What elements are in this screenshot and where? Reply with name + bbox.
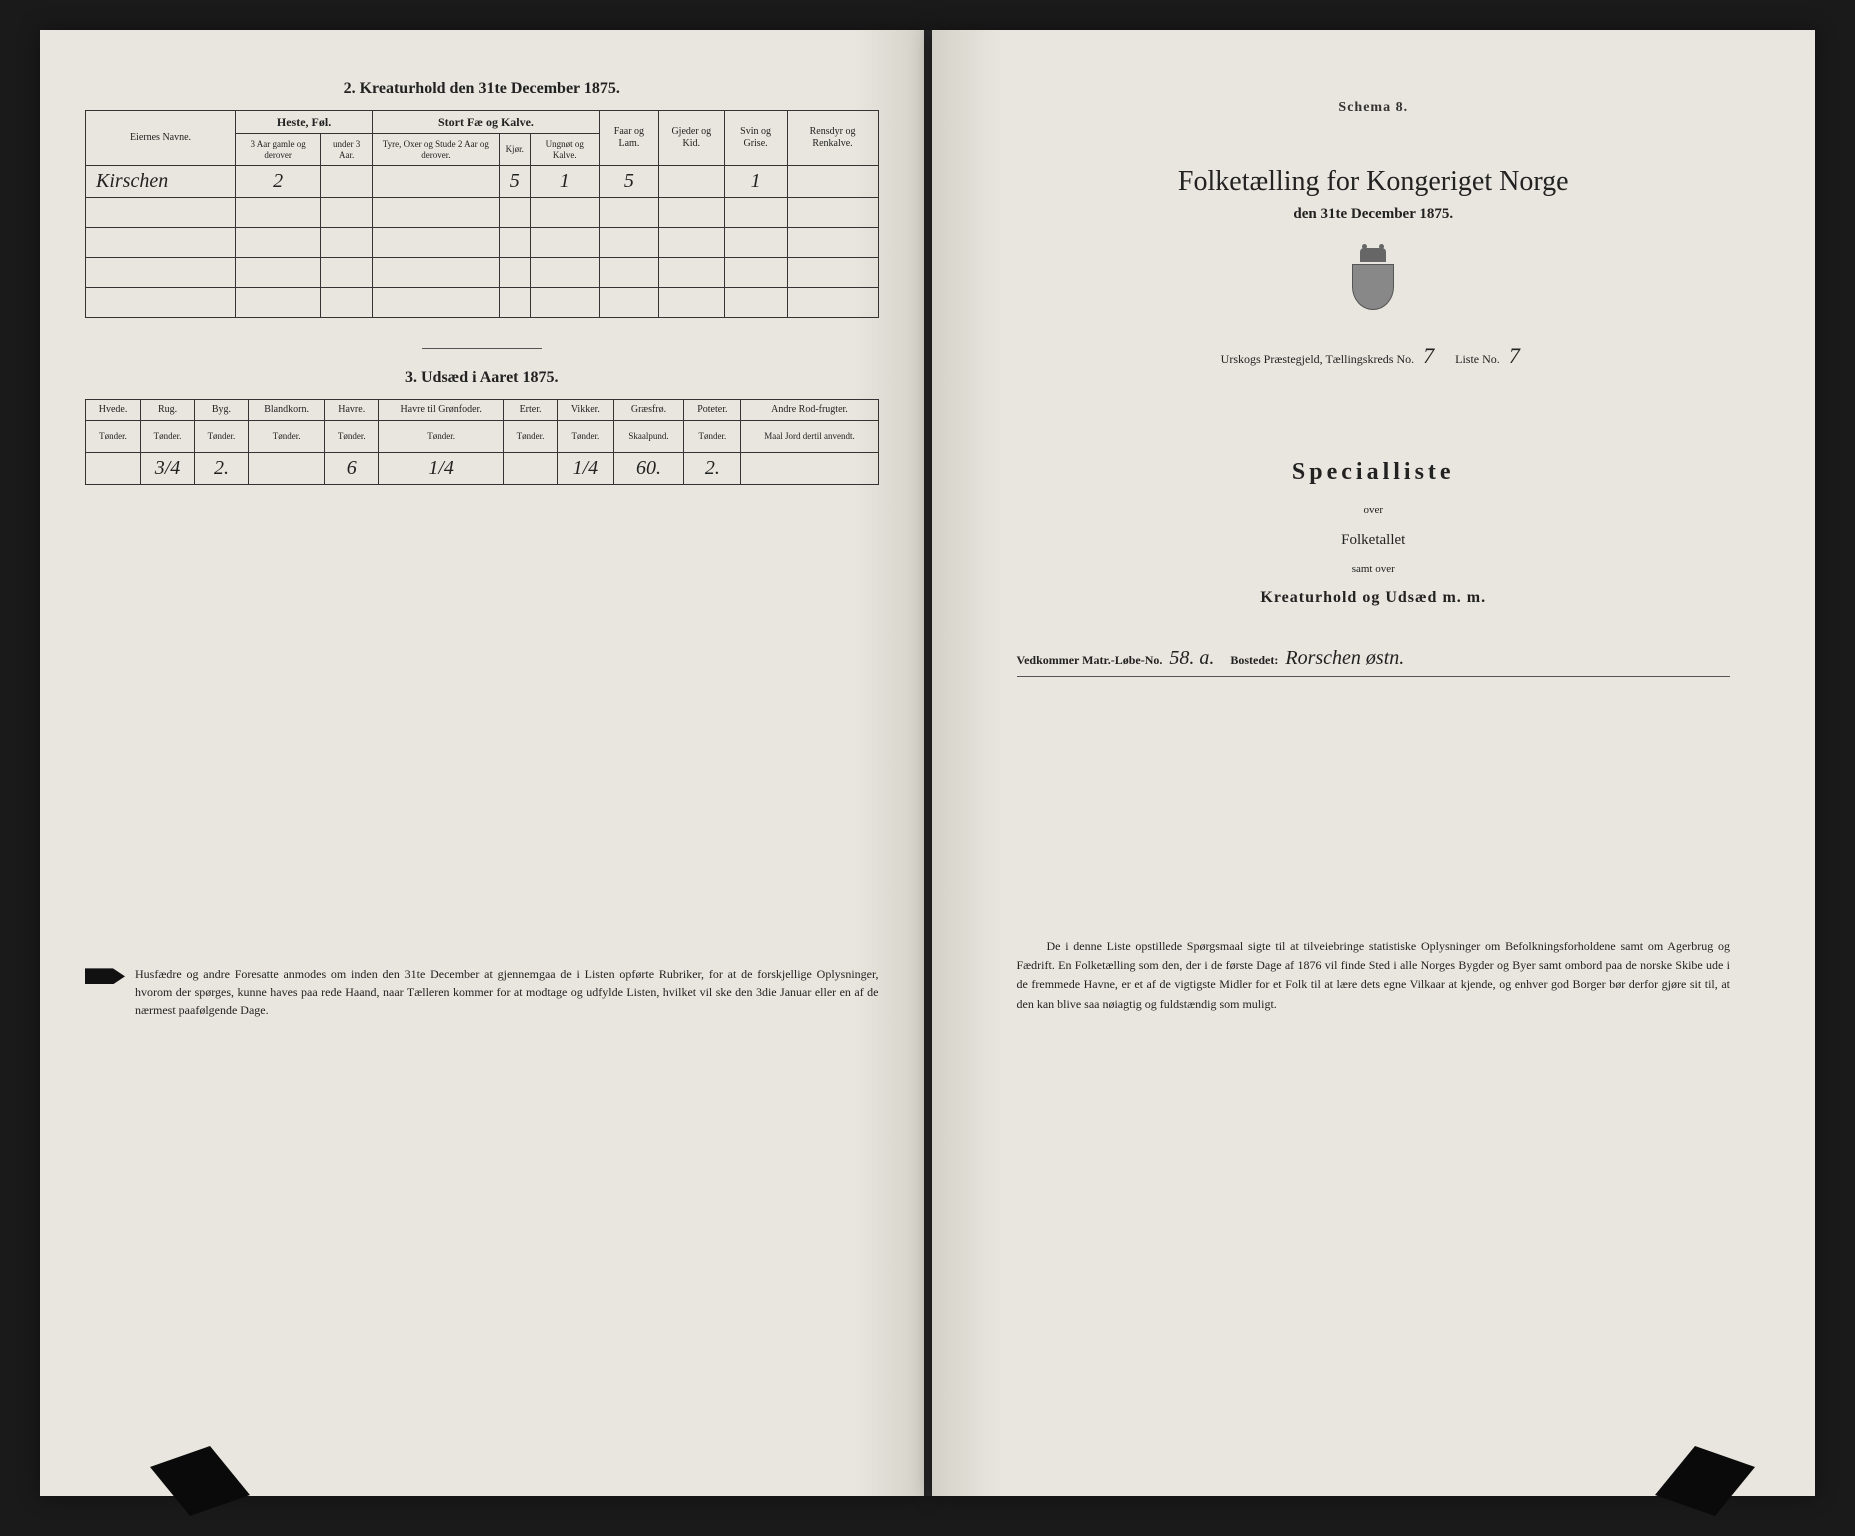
specialliste-title: Specialliste (977, 459, 1771, 486)
th-unit: Tønder. (558, 421, 614, 453)
kreds-no: 7 (1423, 343, 1434, 368)
bostedet-val: Rorschen østn. (1285, 647, 1404, 669)
th-stort2: Kjør. (499, 134, 530, 166)
cell-poteter: 2. (684, 453, 741, 485)
th-rensdyr: Rensdyr og Renkalve. (787, 111, 878, 166)
th-unit: Maal Jord dertil anvendt. (741, 421, 878, 453)
section2-title: 2. Kreaturhold den 31te December 1875. (85, 80, 879, 98)
th-blandkorn: Blandkorn. (248, 400, 324, 421)
cell-erter (504, 453, 558, 485)
table-row (86, 228, 879, 258)
instruction-text: Husfædre og andre Foresatte anmodes om i… (135, 965, 879, 1019)
th-unit: Skaalpund. (613, 421, 683, 453)
table-row (86, 198, 879, 228)
pointer-icon (85, 968, 125, 984)
th-andre: Andre Rod-frugter. (741, 400, 878, 421)
cell-hvede (86, 453, 141, 485)
th-unit: Tønder. (325, 421, 379, 453)
over-label: over (977, 504, 1771, 516)
th-poteter: Poteter. (684, 400, 741, 421)
cell-havretil: 1/4 (379, 453, 504, 485)
th-unit: Tønder. (141, 421, 195, 453)
th-unit: Tønder. (684, 421, 741, 453)
th-heste2: under 3 Aar. (321, 134, 373, 166)
th-stort1: Tyre, Oxer og Stude 2 Aar og derover. (373, 134, 499, 166)
udsaed-table: Hvede. Rug. Byg. Blandkorn. Havre. Havre… (85, 399, 879, 485)
cell-svin: 1 (724, 166, 787, 198)
divider (422, 348, 542, 349)
cell-andre (741, 453, 878, 485)
cell-stort3: 1 (530, 166, 599, 198)
cell-faar: 5 (599, 166, 658, 198)
th-rug: Rug. (141, 400, 195, 421)
kreds-label: Tællingskreds No. (1325, 352, 1414, 366)
right-page: Schema 8. Folketælling for Kongeriget No… (932, 30, 1816, 1496)
kreaturhold-table: Eiernes Navne. Heste, Føl. Stort Fæ og K… (85, 110, 879, 318)
kreatur-label: Kreaturhold og Udsæd m. m. (977, 589, 1771, 607)
main-title: Folketælling for Kongeriget Norge (977, 166, 1771, 198)
cell-heste2 (321, 166, 373, 198)
bostedet-label: Bostedet: (1230, 653, 1278, 667)
th-byg: Byg. (194, 400, 248, 421)
th-heste1: 3 Aar gamle og derover (236, 134, 321, 166)
th-vikker: Vikker. (558, 400, 614, 421)
th-havretil: Havre til Grønfoder. (379, 400, 504, 421)
parish-label: Urskogs Præstegjeld, (1221, 352, 1323, 366)
cell-rensdyr (787, 166, 878, 198)
th-faar: Faar og Lam. (599, 111, 658, 166)
th-svin: Svin og Grise. (724, 111, 787, 166)
liste-no: 7 (1509, 343, 1520, 368)
th-stort3: Ungnøt og Kalve. (530, 134, 599, 166)
samt-label: samt over (977, 563, 1771, 575)
vedkommer-line: Vedkommer Matr.-Løbe-No. 58. a. Bostedet… (1017, 647, 1731, 677)
sub-title: den 31te December 1875. (977, 206, 1771, 223)
table-row (86, 258, 879, 288)
book-spread: 2. Kreaturhold den 31te December 1875. E… (40, 30, 1815, 1496)
section3-title: 3. Udsæd i Aaret 1875. (85, 369, 879, 387)
liste-label: Liste No. (1455, 352, 1500, 366)
th-heste: Heste, Føl. (236, 111, 373, 134)
cell-stort2: 5 (499, 166, 530, 198)
left-page: 2. Kreaturhold den 31te December 1875. E… (40, 30, 924, 1496)
cell-graesfro: 60. (613, 453, 683, 485)
th-hvede: Hvede. (86, 400, 141, 421)
table-row: Kirschen 2 5 1 5 1 (86, 166, 879, 198)
parish-line: Urskogs Præstegjeld, Tællingskreds No. 7… (977, 343, 1771, 369)
vedkommer-label: Vedkommer Matr.-Løbe-No. (1017, 653, 1163, 667)
instruction-block: Husfædre og andre Foresatte anmodes om i… (85, 965, 879, 1019)
cell-byg: 2. (194, 453, 248, 485)
matr-no: 58. a. (1169, 647, 1214, 669)
top-border (40, 0, 600, 28)
th-unit: Tønder. (379, 421, 504, 453)
cell-stort1 (373, 166, 499, 198)
th-erter: Erter. (504, 400, 558, 421)
schema-label: Schema 8. (977, 100, 1771, 116)
th-gjeder: Gjeder og Kid. (659, 111, 724, 166)
th-graesfro: Græsfrø. (613, 400, 683, 421)
th-unit: Tønder. (194, 421, 248, 453)
th-unit: Tønder. (86, 421, 141, 453)
table-row: 3/4 2. 6 1/4 1/4 60. 2. (86, 453, 879, 485)
th-havre: Havre. (325, 400, 379, 421)
cell-blandkorn (248, 453, 324, 485)
th-names: Eiernes Navne. (86, 111, 236, 166)
th-unit: Tønder. (504, 421, 558, 453)
cell-name: Kirschen (86, 166, 236, 198)
cell-heste1: 2 (236, 166, 321, 198)
table-row (86, 288, 879, 318)
coat-of-arms-icon (1349, 248, 1397, 308)
th-stort: Stort Fæ og Kalve. (373, 111, 600, 134)
folketallet-label: Folketallet (977, 532, 1771, 549)
cell-rug: 3/4 (141, 453, 195, 485)
cell-gjeder (659, 166, 724, 198)
cell-havre: 6 (325, 453, 379, 485)
th-unit: Tønder. (248, 421, 324, 453)
cell-vikker: 1/4 (558, 453, 614, 485)
bottom-paragraph: De i denne Liste opstillede Spørgsmaal s… (1017, 937, 1731, 1014)
